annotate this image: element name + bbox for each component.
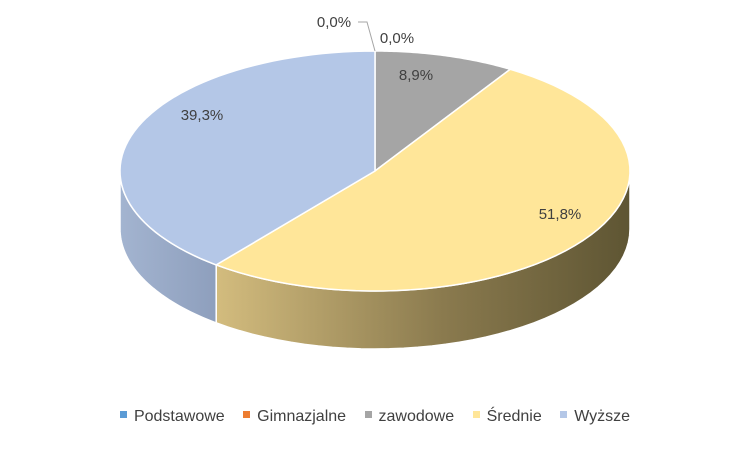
legend-label-wyzsze: Wyższe	[574, 408, 631, 425]
legend-item-wyzsze: Wyższe	[560, 408, 630, 426]
legend-label-srednie: Średnie	[486, 408, 542, 425]
legend-swatch-zawodowe	[364, 411, 372, 419]
legend-item-gimnazjalne: Gimnazjalne	[243, 408, 346, 426]
data-label-podstawowe: 0,0%	[317, 14, 351, 31]
legend-item-podstawowe: Podstawowe	[119, 408, 225, 426]
legend-label-gimnazjalne: Gimnazjalne	[257, 408, 347, 425]
legend-swatch-wyzsze	[560, 411, 568, 419]
data-label-gimnazjalne: 0,0%	[380, 30, 414, 47]
data-label-zawodowe: 8,9%	[399, 67, 433, 84]
legend-label-podstawowe: Podstawowe	[133, 408, 225, 425]
data-label-srednie: 51,8%	[539, 206, 582, 223]
leader-line-podstawowe	[358, 21, 376, 52]
legend-item-zawodowe: zawodowe	[364, 408, 455, 426]
pie-slice-zawodowe	[374, 50, 512, 172]
legend: Podstawowe Gimnazjalne zawodowe Średnie …	[0, 408, 750, 426]
legend-swatch-podstawowe	[119, 411, 127, 419]
pie-slice-wyzsze	[119, 50, 376, 266]
legend-swatch-srednie	[472, 411, 480, 419]
legend-swatch-gimnazjalne	[243, 411, 251, 419]
legend-item-srednie: Średnie	[472, 408, 542, 426]
pie-slice-srednie	[215, 68, 631, 292]
data-label-wyzsze: 39,3%	[181, 107, 224, 124]
legend-label-zawodowe: zawodowe	[378, 408, 455, 425]
